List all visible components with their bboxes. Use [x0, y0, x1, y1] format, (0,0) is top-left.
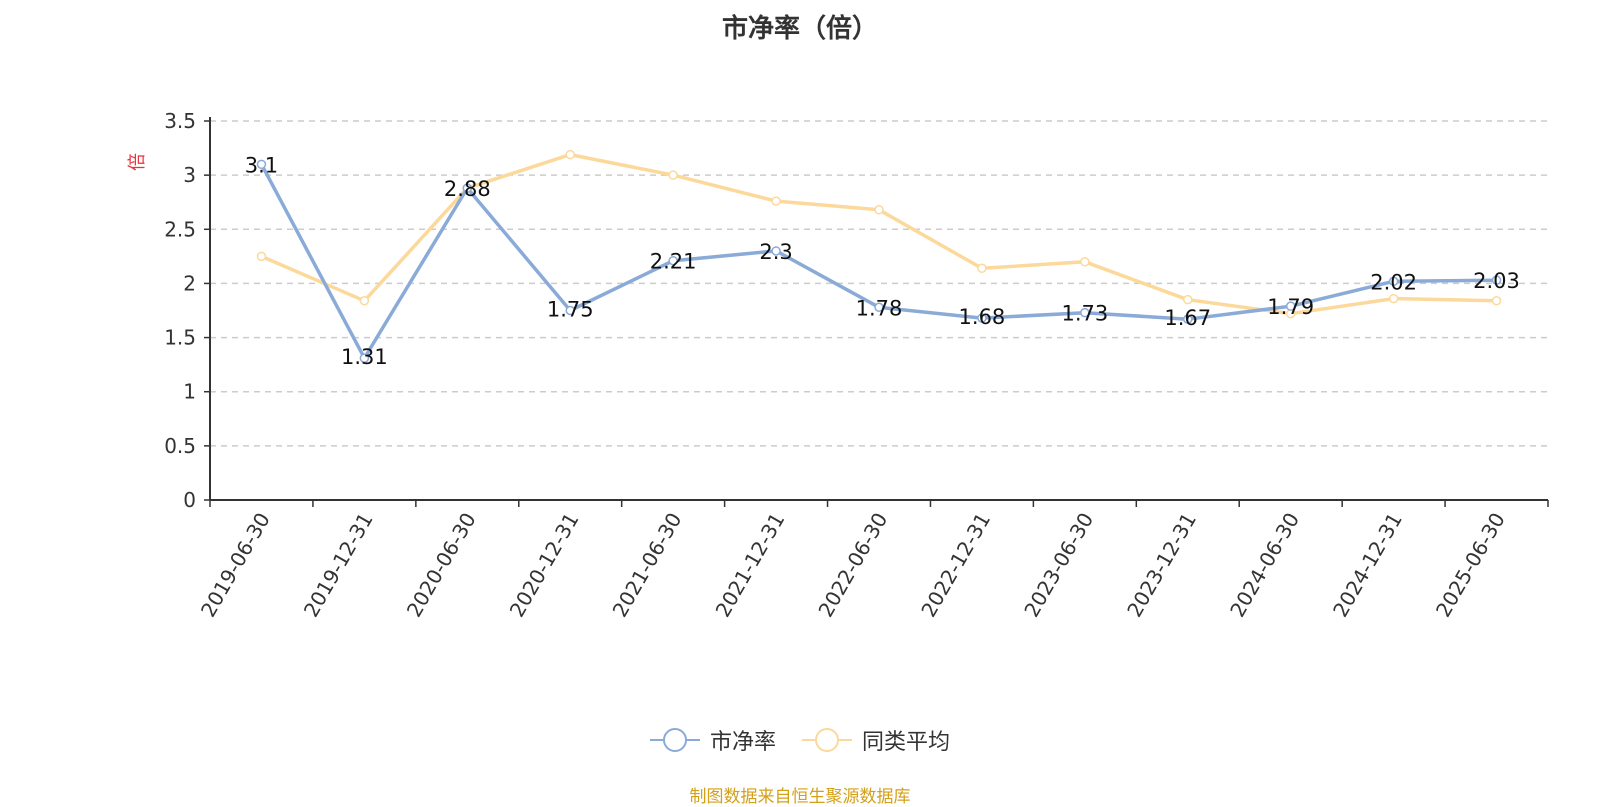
legend-label-peer-average: 同类平均 [862, 730, 951, 755]
legend-label-pb: 市净率 [709, 730, 776, 755]
data-point [977, 263, 987, 274]
data-label: 1.79 [1267, 295, 1314, 319]
x-tick-label: 2021-12-31 [711, 509, 790, 622]
data-label: 2.88 [444, 177, 491, 201]
x-tick-label: 2022-06-30 [813, 509, 892, 622]
x-tick-label: 2023-12-31 [1122, 509, 1201, 622]
chart-title: 市净率（倍） [721, 14, 878, 44]
x-tick-label: 2022-12-31 [916, 509, 995, 622]
data-label: 2.3 [759, 240, 792, 264]
legend-marker-peer-average-icon [802, 728, 852, 752]
data-point [1183, 314, 1193, 324]
data-point [256, 251, 267, 262]
x-tick-label: 2025-06-30 [1431, 509, 1510, 622]
y-axis-label: 倍 [127, 153, 148, 171]
data-point [1183, 294, 1193, 305]
data-label: 2.21 [650, 250, 697, 274]
data-label: 1.67 [1164, 306, 1211, 330]
data-point [771, 246, 781, 256]
data-label: 2.03 [1473, 269, 1520, 293]
legend: 市净率 同类平均 [0, 724, 1600, 756]
data-label: 1.31 [341, 345, 388, 369]
x-tick-label: 2024-06-30 [1225, 509, 1304, 622]
data-point [1285, 301, 1296, 311]
data-point [977, 313, 987, 323]
data-label: 1.78 [856, 296, 903, 320]
y-tick-label: 3 [183, 163, 196, 187]
data-point [874, 205, 884, 215]
data-point [874, 302, 884, 313]
x-tick-label: 2021-06-30 [608, 509, 687, 622]
x-tick-label: 2019-06-30 [196, 509, 275, 622]
data-point [359, 296, 370, 306]
data-point [1388, 293, 1399, 304]
data-point [565, 305, 575, 316]
data-point [1491, 296, 1502, 306]
data-point [1080, 307, 1090, 318]
y-tick-label: 3.5 [164, 109, 196, 133]
data-label: 1.73 [1061, 302, 1108, 326]
data-point [359, 353, 370, 363]
legend-marker-pb-icon [649, 728, 700, 752]
y-tick-label: 1.5 [164, 326, 196, 350]
data-label: 3.1 [245, 153, 278, 177]
data-point [1491, 275, 1502, 285]
y-tick-label: 2 [183, 271, 196, 295]
y-tick-label: 0.5 [164, 434, 196, 458]
data-label: 1.68 [959, 305, 1006, 329]
data-point [1080, 257, 1090, 267]
data-point [1388, 276, 1399, 287]
x-tick-label: 2024-12-31 [1328, 509, 1407, 622]
x-tick-label: 2023-06-30 [1019, 509, 1098, 622]
y-tick-label: 2.5 [164, 217, 196, 241]
data-point [668, 170, 678, 180]
legend-item-peer-average[interactable]: 同类平均 [802, 724, 950, 756]
data-point [565, 149, 575, 160]
source-note: 制图数据来自恒生聚源数据库 [689, 787, 911, 807]
legend-item-pb[interactable]: 市净率 [649, 724, 776, 756]
data-label: 2.02 [1370, 270, 1417, 294]
y-tick-label: 1 [183, 380, 196, 404]
x-tick-label: 2019-12-31 [299, 509, 378, 622]
data-point [256, 159, 267, 170]
data-point [668, 255, 678, 266]
y-tick-label: 0 [183, 488, 196, 512]
data-point [462, 183, 473, 193]
x-tick-label: 2020-06-30 [402, 509, 481, 622]
data-point [771, 196, 781, 206]
data-label: 1.75 [547, 298, 594, 322]
x-tick-label: 2020-12-31 [505, 509, 584, 622]
